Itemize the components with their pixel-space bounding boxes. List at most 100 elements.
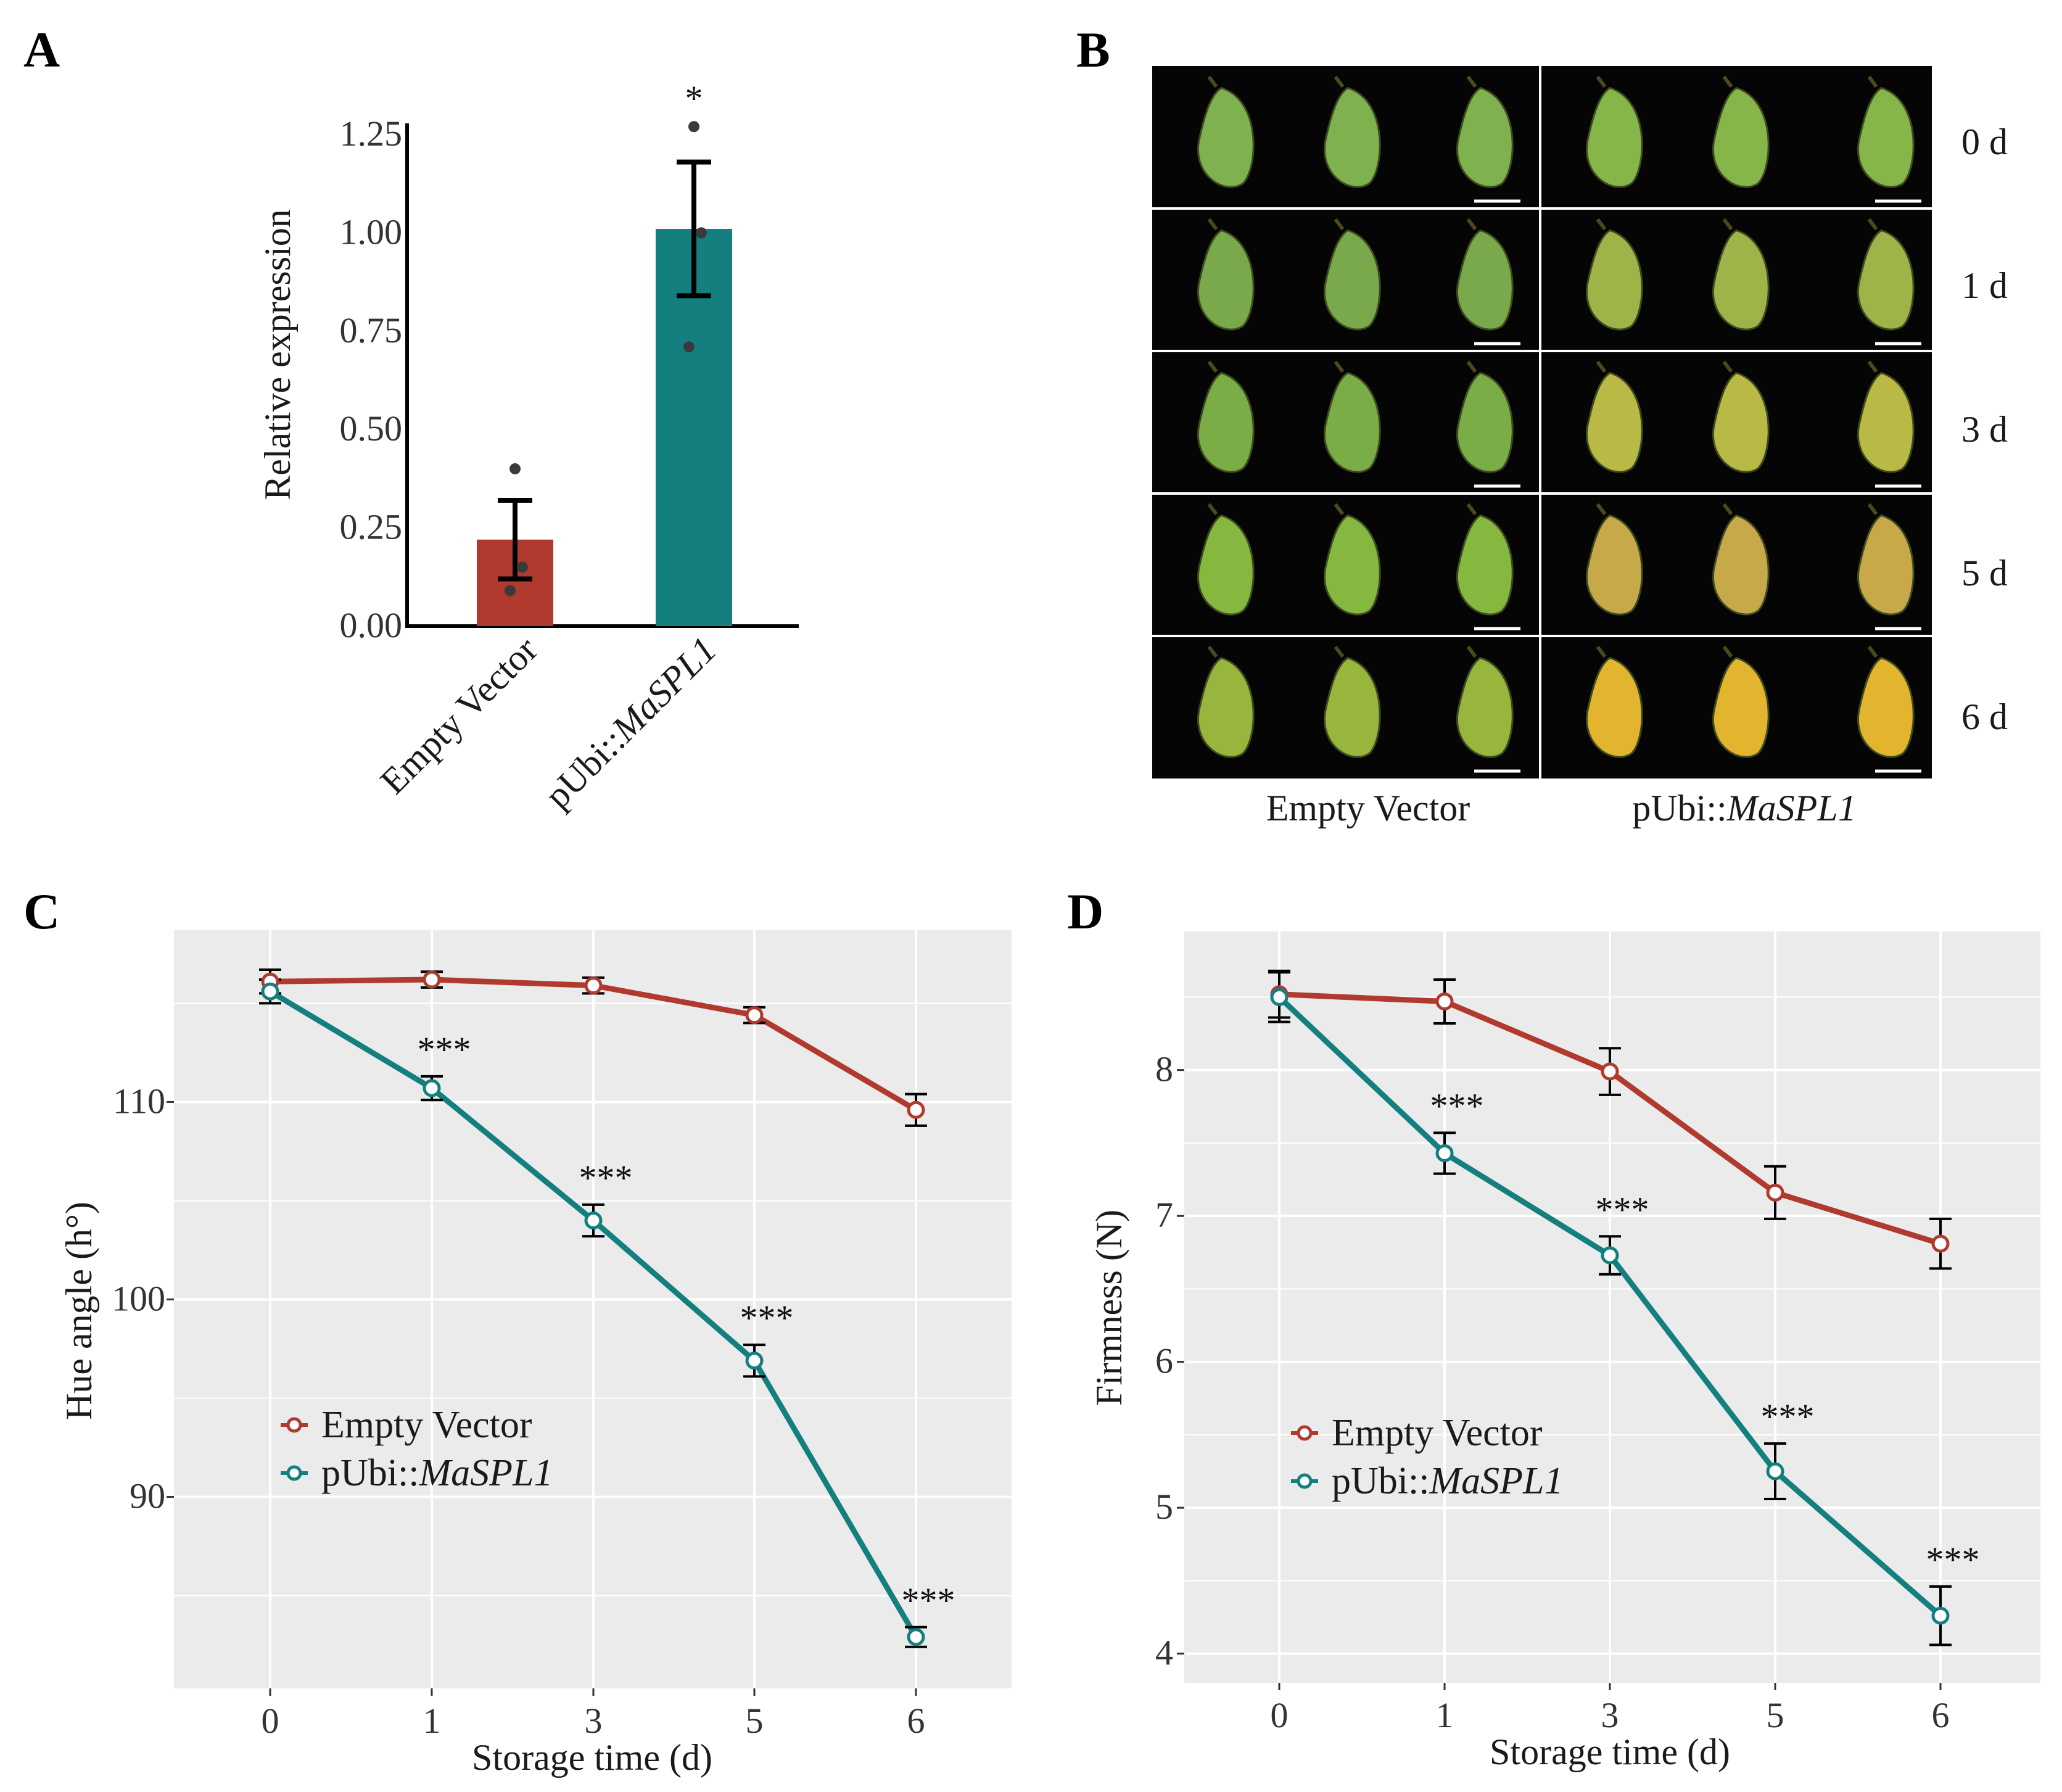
data-point — [517, 561, 528, 573]
legend-label: pUbi::MaSPL1 — [321, 1452, 553, 1494]
photo-group-label-maspl1: pUbi::MaSPL1 — [1632, 788, 1856, 828]
banana-fruit — [1712, 86, 1770, 188]
banana-fruit — [1456, 86, 1514, 188]
data-point — [261, 982, 279, 1001]
banana-fruit — [1324, 656, 1381, 758]
category-gene: MaSPL1 — [603, 629, 724, 750]
banana-stem — [1334, 503, 1345, 516]
banana-fruit — [1712, 371, 1770, 473]
banana-fruit — [1456, 229, 1514, 331]
panel-letter-a: A — [23, 22, 60, 78]
banana-stem — [1596, 218, 1607, 231]
legend-label-text: Empty Vector — [1332, 1412, 1543, 1454]
banana-fruit — [1197, 656, 1255, 758]
y-tick-label: 0.50 — [340, 408, 403, 448]
data-point — [1601, 1246, 1619, 1265]
legend-label-gene: MaSPL1 — [1429, 1460, 1563, 1502]
banana-fruit — [1197, 371, 1255, 473]
data-point — [423, 970, 441, 989]
photo-row-label: 6 d — [1961, 696, 2008, 737]
banana-fruit — [1857, 229, 1915, 331]
y-tick-label: 1.25 — [340, 114, 403, 154]
x-tick-label: 6 — [907, 1701, 925, 1741]
banana-fruit — [1324, 371, 1381, 473]
x-tick-label: 3 — [585, 1701, 603, 1741]
photo-group-label-prefix: pUbi:: — [1632, 788, 1726, 828]
significance-marker: *** — [1761, 1397, 1815, 1437]
legend-label: pUbi::MaSPL1 — [1332, 1460, 1563, 1502]
banana-fruit — [1857, 86, 1915, 188]
legend-key-marker — [1297, 1473, 1313, 1489]
x-category-label: pUbi::MaSPL1 — [537, 629, 725, 817]
photo-group-label-empty-vector: Empty Vector — [1266, 788, 1470, 828]
banana-stem — [1466, 503, 1477, 516]
banana-fruit — [1586, 86, 1643, 188]
banana-stem — [1722, 360, 1733, 373]
banana-stem — [1207, 75, 1218, 88]
panel-d-firmness-chart: 4 5 6 7 8 0 1 3 5 6 Storage time (d) Firmness (N) **… — [1089, 931, 2040, 1772]
x-tick-label: 0 — [262, 1701, 279, 1741]
panel-a-bar-chart: 0.00 0.25 0.50 0.75 1.00 1.25 Relative express… — [257, 78, 799, 816]
y-tick-label: 8 — [1155, 1049, 1173, 1089]
data-point — [1766, 1183, 1784, 1202]
banana-fruit — [1712, 514, 1770, 616]
data-point — [688, 121, 699, 133]
x-tick-label: 1 — [423, 1701, 441, 1741]
legend-label-text: pUbi:: — [1332, 1460, 1429, 1502]
data-point — [1270, 988, 1289, 1006]
x-axis-title: Storage time (d) — [1490, 1732, 1730, 1772]
banana-stem — [1867, 645, 1878, 658]
panel-c-hue-angle-chart: 90 100 110 0 1 3 5 6 Storage time (d) Hue angle (… — [59, 930, 1012, 1778]
data-point — [745, 1006, 764, 1025]
y-tick-label: 4 — [1155, 1633, 1173, 1673]
photo-row-label: 1 d — [1961, 265, 2008, 306]
banana-fruit — [1197, 86, 1255, 188]
photo-row-label: 5 d — [1961, 553, 2008, 593]
banana-fruit — [1324, 229, 1381, 331]
y-tick-label: 110 — [113, 1081, 165, 1121]
data-point — [1435, 1144, 1454, 1162]
data-point — [584, 977, 603, 995]
banana-fruit — [1456, 371, 1514, 473]
x-category-label: Empty Vector — [373, 629, 545, 802]
y-tick-label: 1.00 — [340, 212, 403, 252]
significance-marker: *** — [1430, 1086, 1484, 1126]
banana-stem — [1722, 503, 1733, 516]
y-tick-label: 0.00 — [340, 605, 403, 645]
data-point — [423, 1079, 441, 1097]
y-axis-title: Firmness (N) — [1089, 1210, 1129, 1406]
significance-marker: *** — [1926, 1540, 1980, 1580]
banana-stem — [1334, 75, 1345, 88]
data-point — [1601, 1062, 1619, 1081]
banana-fruit — [1456, 656, 1514, 758]
data-point — [1931, 1606, 1950, 1625]
banana-stem — [1466, 645, 1477, 658]
x-tick-label: 5 — [746, 1701, 764, 1741]
banana-stem — [1596, 645, 1607, 658]
legend-label-text: pUbi:: — [321, 1452, 419, 1494]
significance-marker: *** — [740, 1298, 794, 1338]
legend-key-marker — [286, 1465, 302, 1481]
banana-stem — [1207, 218, 1218, 231]
photo-row-label: 0 d — [1961, 122, 2008, 162]
data-point — [907, 1100, 925, 1119]
banana-fruit — [1586, 371, 1643, 473]
banana-stem — [1867, 75, 1878, 88]
y-tick-label: 90 — [130, 1476, 165, 1516]
banana-fruit — [1324, 86, 1381, 188]
significance-marker: *** — [579, 1158, 633, 1198]
banana-fruit — [1324, 514, 1381, 616]
photo-row-label: 3 d — [1961, 409, 2008, 450]
y-axis-title: Hue angle (h°) — [59, 1202, 99, 1420]
banana-stem — [1466, 75, 1477, 88]
data-point — [509, 463, 521, 474]
banana-stem — [1334, 645, 1345, 658]
banana-stem — [1722, 218, 1733, 231]
legend-label-text: Empty Vector — [321, 1404, 532, 1446]
banana-stem — [1334, 360, 1345, 373]
data-point — [584, 1211, 603, 1229]
banana-fruit — [1586, 514, 1643, 616]
significance-marker: *** — [1596, 1189, 1649, 1229]
